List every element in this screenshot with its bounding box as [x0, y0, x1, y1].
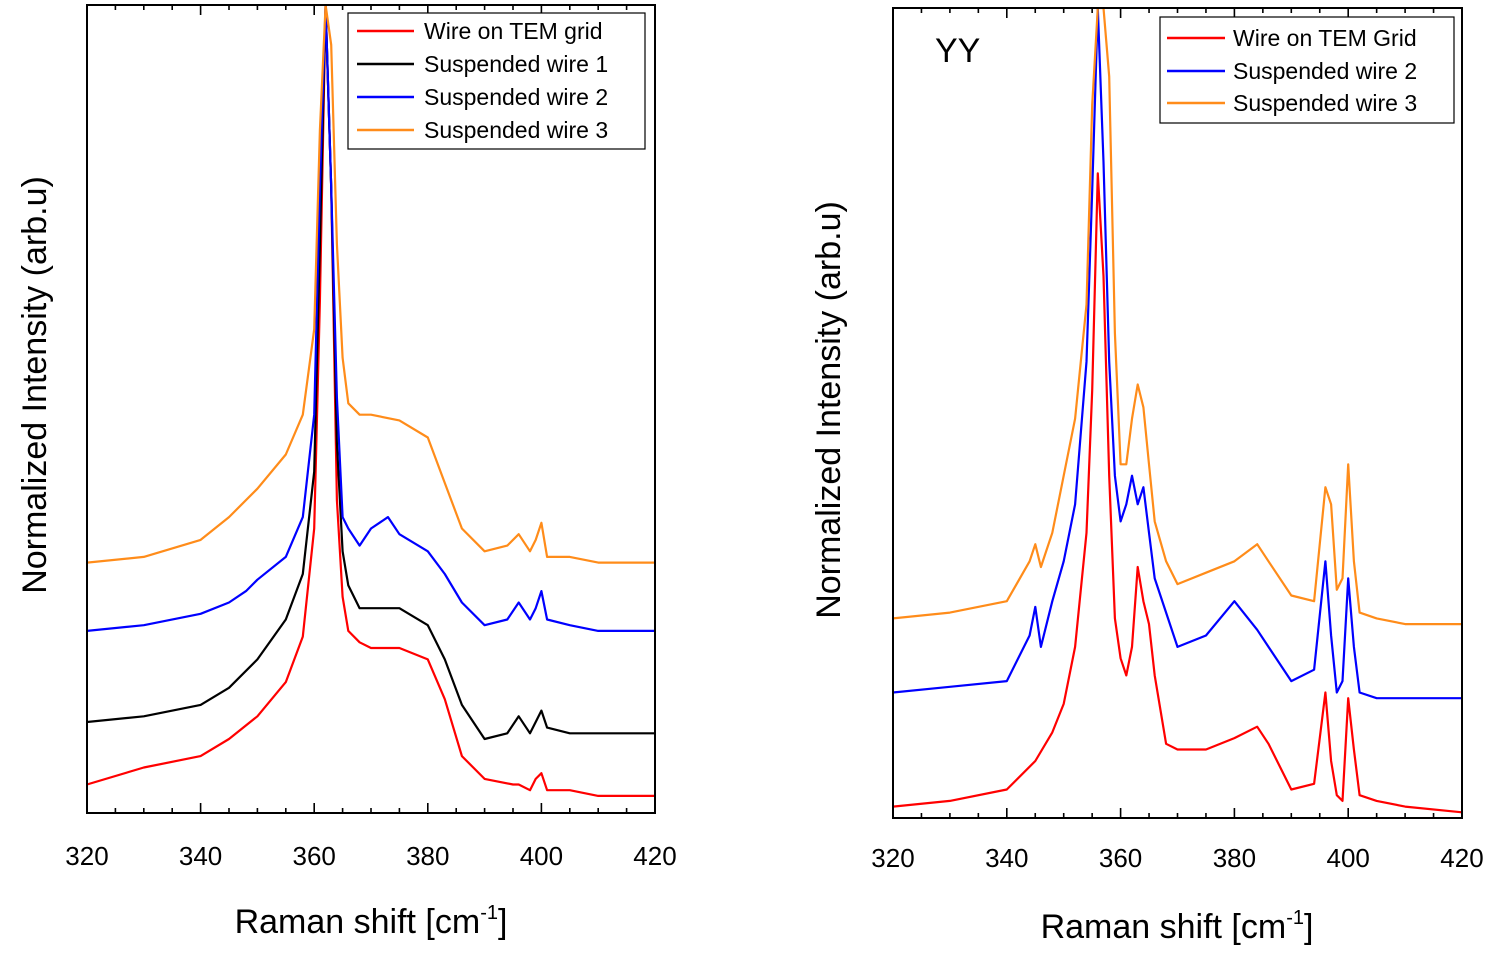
chart-right-annotation: YY: [935, 32, 980, 70]
chart-left-ticks-layer: [86, 5, 656, 813]
chart-right-y-axis-title: Normalized Intensity (arb.u): [810, 201, 848, 619]
chart-left-x-tick-label: 380: [406, 841, 449, 871]
chart-left-x-axis-title-sup: -1: [480, 902, 498, 924]
series-line-wire-on-tem-grid: [87, 5, 655, 797]
chart-right-x-tick-label: 360: [1099, 843, 1142, 873]
chart-right-x-tick-label: 380: [1213, 843, 1256, 873]
chart-right-x-axis-title-end: ]: [1304, 908, 1313, 946]
series-line-suspended-wire-2: [87, 5, 655, 632]
chart-right-x-tick-label: 420: [1440, 843, 1483, 873]
series-line-wire-on-tem-grid: [893, 172, 1462, 814]
chart-right-x-tick-label: 400: [1327, 843, 1370, 873]
chart-right-x-tick-label: 340: [985, 843, 1028, 873]
chart-right-x-axis-title-main: Raman shift [cm: [1041, 908, 1287, 946]
chart-left: 320 340 360 380 400 420 Raman shift [cm-…: [16, 4, 677, 941]
chart-left-legend-label: Suspended wire 3: [424, 117, 608, 143]
chart-left-x-tick-label: 420: [633, 841, 676, 871]
chart-left-x-tick-label: 400: [520, 841, 563, 871]
chart-left-legend-label: Wire on TEM grid: [424, 18, 603, 44]
series-line-suspended-wire-3: [893, 8, 1462, 626]
chart-right-ticks-layer: [892, 8, 1463, 818]
chart-right-legend-label: Suspended wire 3: [1233, 90, 1417, 116]
chart-left-legend-label: Suspended wire 1: [424, 51, 608, 77]
chart-right-plot-frame: [892, 7, 1463, 819]
chart-left-x-tick-label: 320: [65, 841, 108, 871]
chart-right-series-layer: [893, 8, 1462, 814]
chart-right-legend-label: Wire on TEM Grid: [1233, 25, 1417, 51]
chart-right-x-tick-label: 320: [871, 843, 914, 873]
chart-left-legend-label: Suspended wire 2: [424, 84, 608, 110]
series-line-suspended-wire-1: [87, 5, 655, 741]
chart-left-x-axis-title-main: Raman shift [cm: [235, 903, 481, 941]
series-line-suspended-wire-3: [87, 5, 655, 564]
chart-left-legend: Wire on TEM grid Suspended wire 1 Suspen…: [347, 12, 646, 150]
chart-right: 320 340 360 380 400 420 Raman shift [cm-…: [810, 7, 1484, 946]
chart-left-x-tick-label: 360: [293, 841, 336, 871]
chart-right-legend-label: Suspended wire 2: [1233, 58, 1417, 84]
chart-right-legend: Wire on TEM Grid Suspended wire 2 Suspen…: [1159, 16, 1455, 124]
chart-left-series-layer: [87, 5, 655, 797]
chart-left-legend-box: [347, 12, 646, 150]
chart-right-x-axis-title-sup: -1: [1286, 907, 1304, 929]
chart-right-x-axis-title: Raman shift [cm-1]: [1041, 907, 1314, 946]
series-line-suspended-wire-2: [893, 8, 1462, 700]
chart-left-x-axis-title-end: ]: [498, 903, 507, 941]
chart-left-x-axis-title: Raman shift [cm-1]: [235, 902, 508, 941]
chart-left-x-tick-label: 340: [179, 841, 222, 871]
chart-left-y-axis-title: Normalized Intensity (arb.u): [16, 176, 54, 594]
